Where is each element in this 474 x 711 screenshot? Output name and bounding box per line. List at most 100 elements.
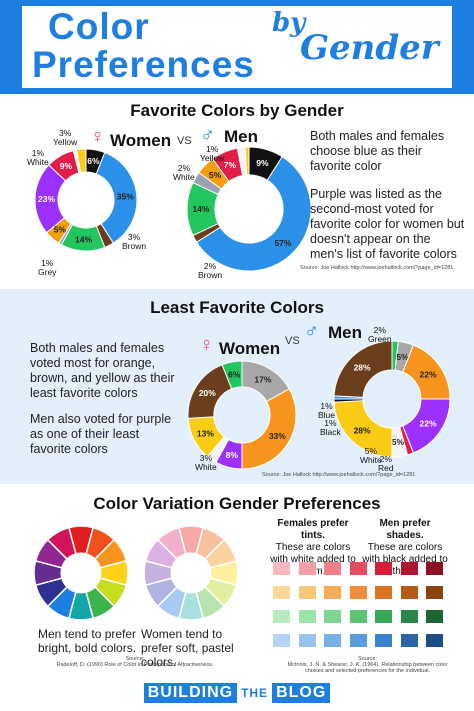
fav-men-slice-8 <box>244 146 250 176</box>
women-wheel-caption: Women tend to prefer soft, pastel colors… <box>141 627 234 669</box>
least-women-label: Women <box>219 339 281 358</box>
swatch-r3-c2 <box>324 634 341 647</box>
least-women-slice-label-6: 6% <box>228 370 241 380</box>
swatch-r3-c3 <box>349 634 367 647</box>
female-symbol-icon: ♀ <box>90 126 105 148</box>
least-men-green-label: 2% Green <box>368 325 392 344</box>
fav-men-slice-label-6: 7% <box>224 160 237 170</box>
least-title: Least Favorite Colors <box>150 298 324 317</box>
favorite-text-2: Purple was listed as the second-most vot… <box>310 187 465 261</box>
title-by: by <box>272 8 306 38</box>
fav-women-slice-label-3: 14% <box>75 234 92 244</box>
title-line-2: Preferences <box>32 44 255 85</box>
least-women-slice-label-0: 17% <box>254 375 271 385</box>
fav-women-slice-label-6: 23% <box>38 194 55 204</box>
fav-women-slice-1 <box>95 151 138 244</box>
swatch-r2-c4 <box>375 610 392 623</box>
least-women-white-label: 3% White <box>195 453 217 472</box>
swatch-r1-c2 <box>324 586 341 599</box>
header-box <box>22 6 452 88</box>
least-text-1: Both males and females voted most for or… <box>30 341 175 400</box>
fav-women-slice-label-5: 5% <box>54 225 67 235</box>
least-men-slice-label-1: 5% <box>396 352 409 362</box>
logo-blog: BLOG <box>272 683 331 703</box>
swatch-r1-c5 <box>400 586 418 599</box>
favorite-source: Source: Joe Hallock http://www.joehalloc… <box>300 265 454 271</box>
females-tints-bold: Females prefer tints. <box>277 518 349 541</box>
least-men-label: Men <box>328 323 362 342</box>
title-gender: Gender <box>300 28 439 68</box>
pastel-color-wheel <box>143 525 239 621</box>
swatch-r1-c4 <box>375 586 392 599</box>
fav-men-slice-1 <box>195 155 312 272</box>
swatch-r3-c0 <box>273 634 290 647</box>
least-women-slice-6 <box>221 360 243 390</box>
least-men-donut: 5% 22% 22% 5% 28% 28% <box>333 340 451 458</box>
swatch-r1-c1 <box>298 586 316 599</box>
least-women-slice-1 <box>241 388 297 470</box>
least-men-red-label: 2% Red <box>378 454 394 473</box>
swatch-r0-c5 <box>400 562 418 575</box>
swatch-r2-c2 <box>324 610 341 623</box>
women-white-label: 1% White <box>27 148 49 167</box>
fav-women-slice-label-1: 35% <box>117 191 134 201</box>
swatch-r2-c6 <box>426 610 443 623</box>
female-symbol-icon-2: ♀ <box>199 334 214 356</box>
men-white-label: 2% White <box>173 163 195 182</box>
pastel-wheel-segment-11 <box>156 526 187 561</box>
favorite-men-donut: 9% 57% 14% 5%7% <box>186 146 312 272</box>
least-men-slice-label-5: 5% <box>392 437 405 447</box>
favorite-title: Favorite Colors by Gender <box>130 101 344 120</box>
swatch-r1-c0 <box>273 586 290 599</box>
least-women-slice-label-4: 13% <box>197 429 214 439</box>
men-yellow-label: 1% Yellow <box>200 144 225 163</box>
least-women-slice-label-2: 8% <box>226 450 239 460</box>
favorite-women-label: Women <box>110 131 172 150</box>
swatch-r2-c5 <box>400 610 418 623</box>
favorite-women-donut: 6% 35% 14% 5% 23% 9% <box>34 148 138 252</box>
logo-the: THE <box>241 686 269 700</box>
least-men-slice-9 <box>333 340 393 398</box>
least-women-slice-label-5: 20% <box>199 388 216 398</box>
least-men-white-label: 5% White <box>360 446 382 465</box>
fav-women-slice-label-0: 6% <box>87 156 100 166</box>
men-brown-label: 2% Brown <box>198 261 223 280</box>
swatch-r0-c4 <box>375 562 392 575</box>
least-men-slice-label-6: 28% <box>354 426 371 436</box>
swatch-r0-c2 <box>324 562 341 575</box>
swatch-r0-c0 <box>273 562 290 575</box>
fav-women-slice-9 <box>75 148 87 174</box>
swatch-r0-c1 <box>298 562 316 575</box>
male-symbol-icon-2: ♂ <box>304 320 319 342</box>
variation-title: Color Variation Gender Preferences <box>93 494 381 513</box>
women-brown-label: 3% Brown <box>122 232 147 251</box>
male-symbol-icon: ♂ <box>200 124 215 146</box>
swatch-r1-c6 <box>426 586 443 599</box>
least-source: Source: Joe Hallock http://www.joehalloc… <box>262 472 416 478</box>
women-grey-label: 1% Grey <box>38 258 57 277</box>
bright-color-wheel <box>33 525 129 621</box>
favorite-men-label: Men <box>224 127 258 146</box>
swatch-r3-c1 <box>298 634 316 647</box>
fav-men-slice-label-0: 9% <box>256 158 269 168</box>
favorite-vs: VS <box>177 135 192 147</box>
women-yellow-label: 3% Yellow <box>53 128 78 147</box>
favorite-text-1: Both males and females choose blue as th… <box>310 129 445 173</box>
least-vs: VS <box>285 335 300 347</box>
fav-women-slice-label-7: 9% <box>60 161 73 171</box>
swatch-r2-c3 <box>349 610 367 623</box>
fav-men-slice-label-3: 14% <box>192 204 209 214</box>
title-line-1: Color <box>48 6 150 47</box>
swatch-r3-c5 <box>400 634 418 647</box>
fav-men-slice-label-1: 57% <box>274 238 291 248</box>
least-text-2: Men also voted for purple as one of thei… <box>30 412 172 456</box>
least-men-slice-label-9: 28% <box>354 362 371 372</box>
males-shades-bold: Men prefer shades. <box>379 518 431 541</box>
swatch-r0-c6 <box>426 562 443 575</box>
swatch-r1-c3 <box>349 586 367 599</box>
swatch-r2-c0 <box>273 610 290 623</box>
header-banner: Color Preferences by Gender <box>0 0 474 94</box>
fav-men-slice-label-5: 5% <box>209 170 222 180</box>
least-men-blue-label: 1% Blue <box>318 401 336 420</box>
swatch-r3-c6 <box>426 634 443 647</box>
